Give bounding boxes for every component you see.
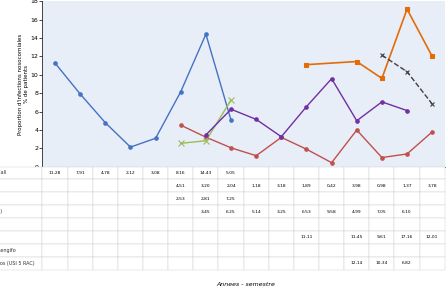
Text: Annees - semestre: Annees - semestre [216, 282, 275, 287]
Y-axis label: Proportion d'infections nosocomiales
% de patients: Proportion d'infections nosocomiales % d… [18, 33, 29, 135]
